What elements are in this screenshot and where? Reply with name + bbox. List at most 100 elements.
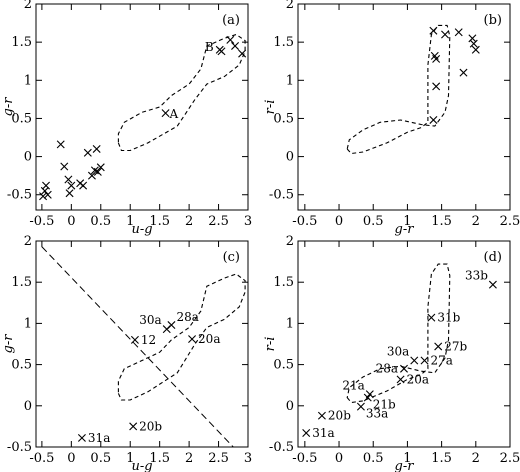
y-tick-label: 1.5 xyxy=(11,275,32,290)
point-label: 33a xyxy=(366,407,388,421)
point-label: 12 xyxy=(141,333,156,347)
point-marker xyxy=(64,175,73,184)
point-label: 20a xyxy=(198,332,220,346)
x-tick-label: 2.5 xyxy=(208,451,229,466)
point-label: 27b xyxy=(444,339,467,353)
point-marker xyxy=(93,167,102,176)
x-tick-label: 0.5 xyxy=(90,451,111,466)
y-tick-label: -0.5 xyxy=(7,188,32,203)
panel-a: -0.5 0 0.5 1 1.5 2 2.5 3 -0.5 0 0.5 1 1.5 2 u-g g-r (a) A… xyxy=(1,0,252,237)
panel-d: -0.5 0 0.5 1 1.5 2 2.5 -0.5 0 0.5 1 1.5 2 g-r r-i (d) 31… xyxy=(263,234,520,472)
point-marker xyxy=(65,189,74,198)
y-tick-label: 0 xyxy=(286,399,294,414)
y-tick-label: 1 xyxy=(286,73,294,88)
point-marker xyxy=(56,140,65,149)
point-label: 33b xyxy=(465,269,488,283)
point-label: 30a xyxy=(139,313,161,327)
x-tick-label: -0.5 xyxy=(292,451,317,466)
point-marker xyxy=(40,186,49,195)
y-tick-label: 1 xyxy=(286,316,294,331)
point-label: 21b xyxy=(373,398,396,412)
point-label: A xyxy=(169,107,179,121)
y-tick-label: 2 xyxy=(24,0,32,12)
point-marker xyxy=(231,41,240,50)
point-marker xyxy=(488,280,497,289)
y-tick-label: 1.5 xyxy=(273,35,294,50)
dashed-region xyxy=(346,24,451,155)
point-marker xyxy=(129,422,138,431)
x-axis-label: u-g xyxy=(131,459,152,472)
y-axis-label: r-i xyxy=(263,100,278,115)
point-marker xyxy=(469,39,478,48)
y-tick-label: 0 xyxy=(24,150,32,165)
y-tick-label: 0.5 xyxy=(11,358,32,373)
y-tick-label: 2 xyxy=(286,0,294,12)
y-tick-label: 0.5 xyxy=(11,111,32,126)
point-label: 31b xyxy=(437,311,460,325)
x-tick-label: 1 xyxy=(403,214,411,229)
point-marker xyxy=(167,321,176,330)
point-marker xyxy=(468,34,477,43)
x-tick-label: 1 xyxy=(403,451,411,466)
point-label: 20a xyxy=(407,372,429,386)
y-tick-label: 1.5 xyxy=(273,275,294,290)
x-tick-label: -0.5 xyxy=(292,214,317,229)
x-tick-label: 3 xyxy=(244,451,252,466)
y-tick-label: 1 xyxy=(24,316,32,331)
plot-frame xyxy=(297,240,511,448)
y-axis-label: g-r xyxy=(1,97,16,117)
x-tick-label: 0 xyxy=(335,214,343,229)
x-tick-label: 0 xyxy=(67,451,75,466)
point-marker xyxy=(238,49,247,58)
x-tick-label: 2.5 xyxy=(500,214,520,229)
y-tick-label: 0 xyxy=(286,150,294,165)
x-tick-label: 2 xyxy=(472,451,480,466)
plot-area xyxy=(302,263,497,437)
point-marker xyxy=(429,115,438,124)
point-marker xyxy=(79,181,88,190)
point-label: 20b xyxy=(328,409,351,423)
point-marker xyxy=(410,356,419,365)
dashed-region xyxy=(346,263,451,404)
y-tick-label: -0.5 xyxy=(269,188,294,203)
panel-c: -0.5 0 0.5 1 1.5 2 2.5 3 -0.5 0 0.5 1 1.5 2 u-g g-r (c) 3… xyxy=(1,234,252,472)
plot-frame xyxy=(297,3,511,211)
point-marker xyxy=(363,393,372,402)
point-label: 28a xyxy=(176,310,198,324)
y-tick-label: 0 xyxy=(24,399,32,414)
y-tick-label: 2 xyxy=(24,234,32,249)
x-axis-label: g-r xyxy=(395,222,415,237)
x-tick-label: 2 xyxy=(185,451,193,466)
point-marker xyxy=(356,402,365,411)
point-marker xyxy=(217,47,226,56)
point-marker xyxy=(92,144,101,153)
point-marker xyxy=(226,35,235,44)
point-marker xyxy=(96,163,105,172)
point-marker xyxy=(43,190,52,199)
point-label: 21a xyxy=(342,378,364,392)
plot-area xyxy=(39,33,247,201)
panel-tag: (d) xyxy=(484,250,502,265)
point-label: 20b xyxy=(139,419,162,433)
panel-tag: (a) xyxy=(222,13,240,28)
point-marker xyxy=(161,109,170,118)
point-label: 28a xyxy=(376,362,398,376)
point-marker xyxy=(60,162,69,171)
x-tick-label: -0.5 xyxy=(29,451,54,466)
x-tick-label: 0 xyxy=(335,451,343,466)
x-tick-label: 2.5 xyxy=(500,451,520,466)
plot-area xyxy=(41,246,246,447)
point-marker xyxy=(87,171,96,180)
point-marker xyxy=(441,30,450,39)
dashed-region xyxy=(117,273,246,401)
y-tick-label: 1.5 xyxy=(11,35,32,50)
x-tick-label: 0 xyxy=(67,214,75,229)
y-tick-label: -0.5 xyxy=(269,440,294,455)
x-tick-label: 2 xyxy=(472,214,480,229)
point-marker xyxy=(471,45,480,54)
point-label: 31a xyxy=(312,426,334,440)
x-axis-label: u-g xyxy=(131,222,152,237)
y-axis-label: r-i xyxy=(263,337,278,352)
x-axis-label: g-r xyxy=(395,459,415,472)
point-marker xyxy=(432,54,441,63)
